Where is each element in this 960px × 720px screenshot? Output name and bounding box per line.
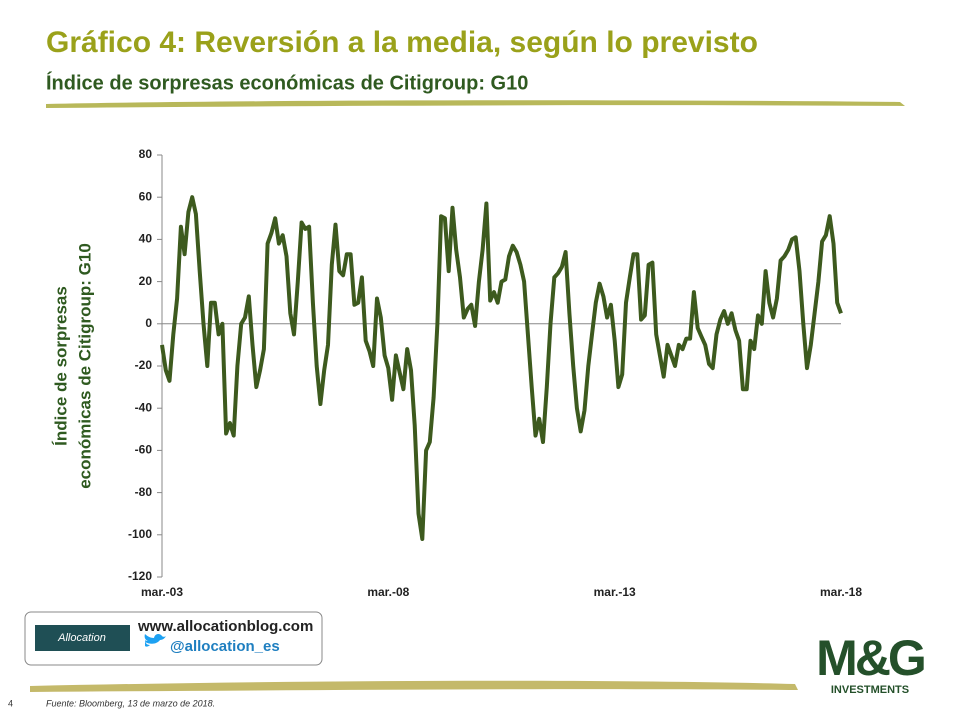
x-tick-label: mar.-03 — [141, 585, 183, 599]
y-tick-label: -20 — [135, 358, 153, 372]
y-tick-label: 60 — [139, 189, 153, 203]
brush-stroke — [46, 100, 905, 108]
y-axis-label-line: económicas de Citigroup: G10 — [75, 243, 94, 489]
source: Fuente: Bloomberg, 13 de marzo de 2018. — [46, 698, 215, 708]
y-tick-label: 80 — [139, 147, 153, 161]
data-line — [160, 195, 843, 541]
title: Gráfico 4: Reversión a la media, según l… — [46, 26, 758, 59]
x-tick-label: mar.-13 — [594, 585, 636, 599]
y-tick-label: -120 — [128, 569, 152, 583]
blog-logo — [35, 625, 130, 651]
y-tick-label: 0 — [145, 316, 152, 330]
y-tick-label: -80 — [135, 485, 153, 499]
twitter-icon — [144, 633, 166, 647]
page-number: 4 — [8, 698, 13, 708]
brand-tagline: INVESTMENTS — [831, 684, 909, 696]
brand-logo: M&G — [816, 630, 924, 686]
blog-twitter: @allocation_es — [170, 638, 280, 655]
blog-url: www.allocationblog.com — [137, 618, 313, 635]
y-axis-label-line: Índice de sorpresas — [51, 286, 70, 446]
brush-stroke — [30, 680, 798, 692]
blog-logo-text: Allocation — [57, 632, 106, 644]
y-axis-label: Índice de sorpresas económicas de Citigro… — [51, 243, 94, 489]
y-tick-label: 20 — [139, 274, 153, 288]
y-tick-label: 40 — [139, 232, 153, 246]
y-tick-label: -60 — [135, 443, 153, 457]
subtitle: Índice de sorpresas económicas de Citigr… — [46, 71, 528, 94]
y-tick-label: -40 — [135, 400, 153, 414]
y-tick-label: -100 — [128, 527, 152, 541]
x-tick-label: mar.-18 — [820, 585, 862, 599]
x-tick-label: mar.-08 — [367, 585, 409, 599]
